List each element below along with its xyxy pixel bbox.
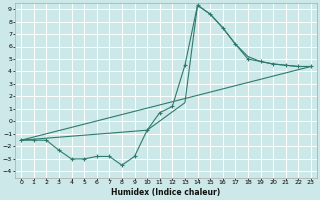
X-axis label: Humidex (Indice chaleur): Humidex (Indice chaleur) [111,188,220,197]
